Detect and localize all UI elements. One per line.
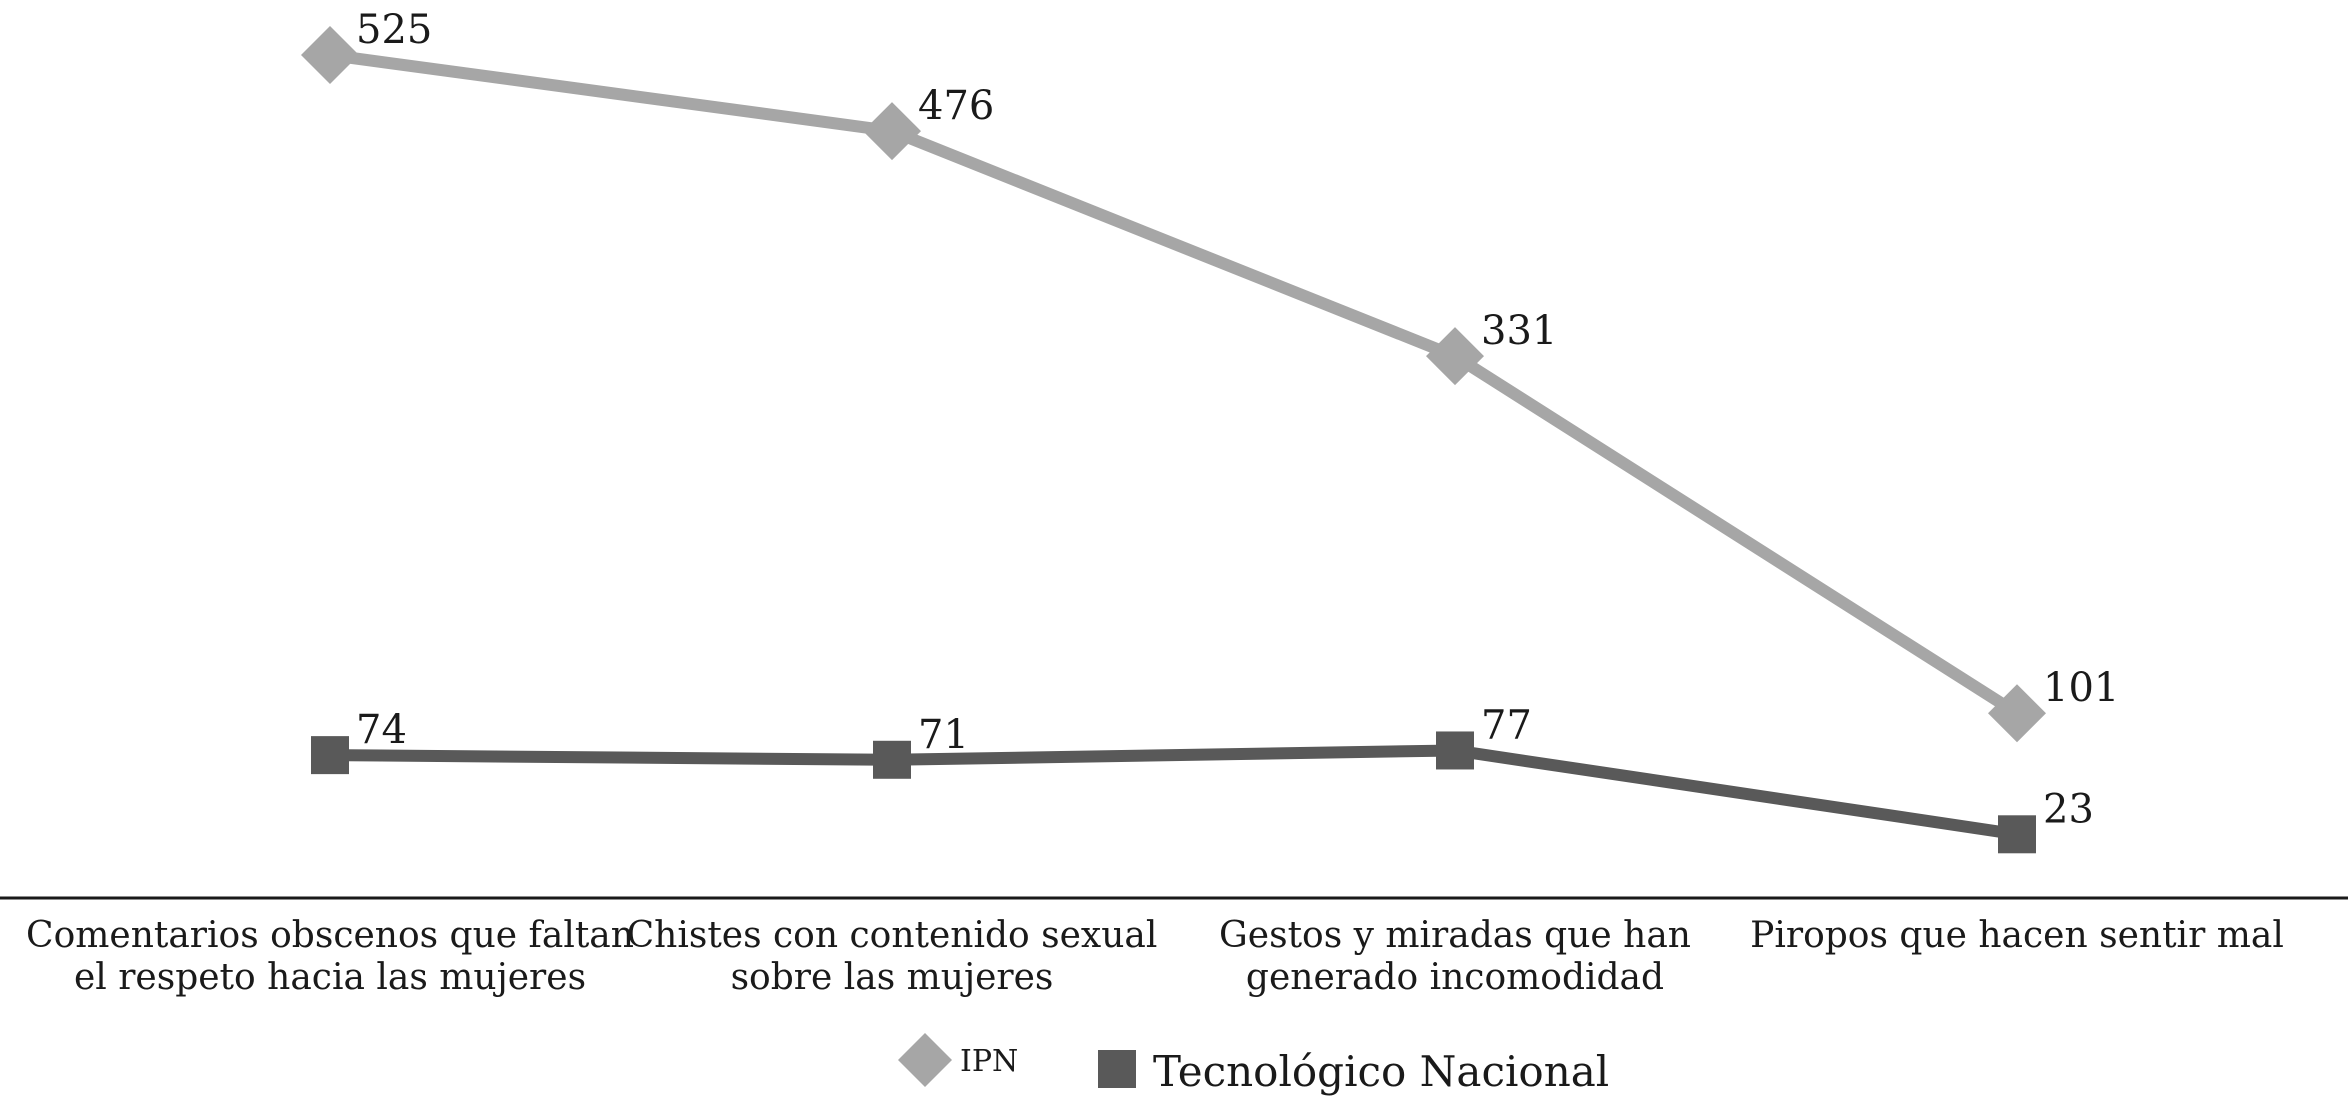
data-label: 23	[2043, 786, 2094, 832]
data-label: 71	[918, 712, 969, 758]
data-labels: 525 476 331 101 74 71 77 23	[356, 7, 2119, 832]
series-1-marker	[863, 102, 921, 161]
series-1-marker	[301, 26, 359, 84]
data-label: 77	[1481, 702, 1532, 748]
category-label-line: sobre las mujeres	[731, 957, 1054, 998]
data-label: 74	[356, 707, 407, 753]
data-label: 101	[2043, 665, 2119, 711]
category-label-line: el respeto hacia las mujeres	[74, 957, 586, 998]
series-2-marker	[1998, 815, 2036, 854]
legend-marker-tecnologico	[1098, 1050, 1136, 1088]
series-line-1	[329, 49, 2021, 719]
category-label: Piropos que hacen sentir mal	[1750, 915, 2284, 956]
series-2-marker	[1436, 731, 1474, 770]
category-label-line: Gestos y miradas que han	[1219, 915, 1691, 956]
series-1-marker	[1426, 327, 1484, 386]
category-label-line: Comentarios obscenos que faltan	[26, 915, 634, 956]
series-line-2	[329, 744, 2018, 841]
data-label: 476	[918, 83, 994, 129]
legend-label-ipn: IPN	[960, 1044, 1018, 1079]
legend-marker-ipn	[898, 1033, 952, 1087]
category-label-line: generado incomodidad	[1246, 957, 1664, 998]
category-label-line: Piropos que hacen sentir mal	[1750, 915, 2284, 956]
data-label: 525	[356, 7, 432, 53]
series-1-marker	[1988, 684, 2046, 743]
series-2-marker	[311, 736, 349, 775]
series-layer	[301, 26, 2046, 854]
category-label-line: Chistes con contenido sexual	[627, 915, 1158, 956]
data-label: 331	[1481, 308, 1557, 354]
legend: IPN Tecnológico Nacional	[898, 1033, 1609, 1096]
legend-label-tecnologico: Tecnológico Nacional	[1153, 1047, 1609, 1096]
series-2-marker	[873, 740, 911, 779]
